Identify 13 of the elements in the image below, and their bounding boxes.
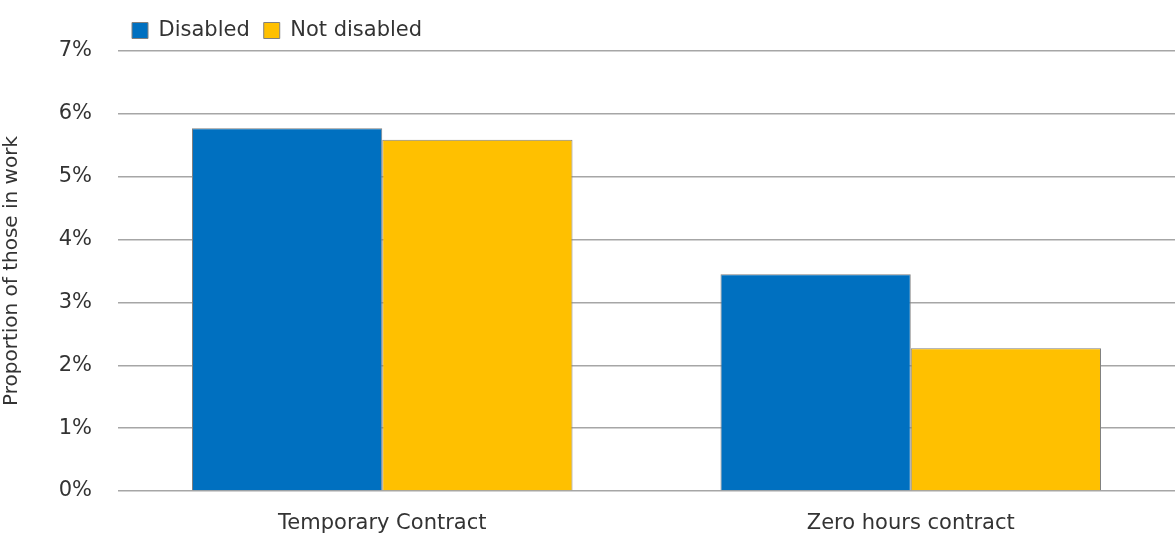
legend-label: Not disabled: [290, 16, 423, 41]
x-tick-label: Temporary Contract: [277, 510, 487, 535]
y-tick-label: 2%: [58, 351, 92, 376]
y-tick-label: 5%: [58, 163, 92, 188]
x-tick-label: Zero hours contract: [806, 510, 1015, 535]
y-axis-title: Proportion of those in work: [0, 135, 23, 407]
y-tick-label: 0%: [58, 477, 92, 502]
y-tick-label: 7%: [58, 37, 92, 62]
y-tick-label: 4%: [58, 226, 92, 251]
y-tick-label: 1%: [58, 414, 92, 439]
y-tick-label: 6%: [58, 100, 92, 125]
y-tick-label: 3%: [58, 288, 92, 313]
legend-label: Disabled: [158, 16, 250, 41]
